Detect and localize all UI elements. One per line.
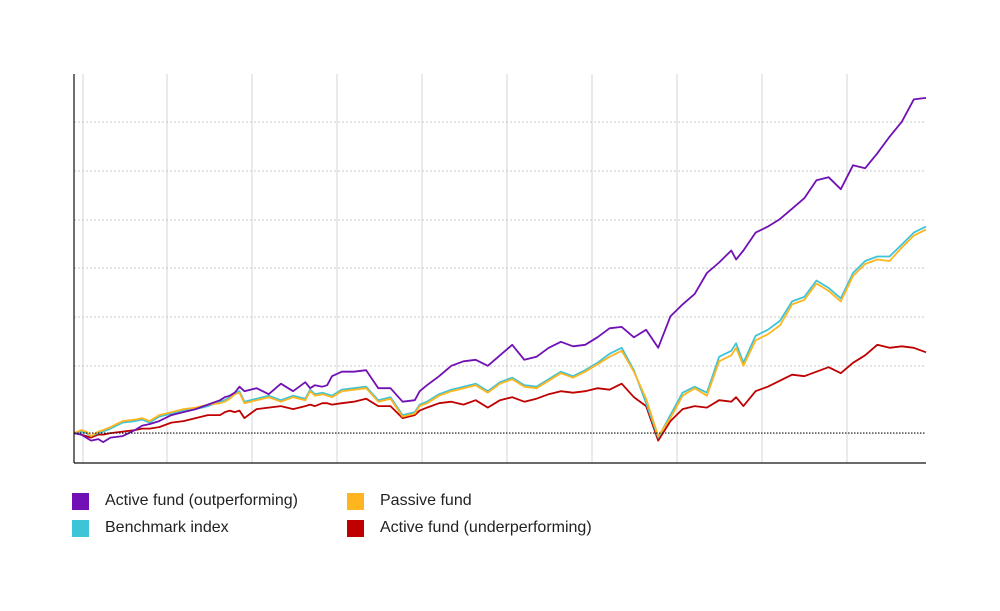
legend-label: Active fund (outperforming): [105, 492, 298, 509]
series-line: [73, 97, 927, 443]
legend-label: Passive fund: [380, 492, 472, 509]
legend-swatch-cyan: [72, 519, 89, 537]
series-line: [73, 228, 927, 437]
legend-swatch-purple: [72, 492, 89, 510]
series-line: [73, 343, 927, 442]
axes: [73, 74, 926, 464]
legend-label: Benchmark index: [105, 519, 229, 536]
legend-swatch-red: [347, 519, 364, 537]
legend-swatch-yellow: [347, 492, 364, 510]
gridlines: [74, 74, 926, 463]
series-lines: [73, 97, 927, 443]
legend-label: Active fund (underperforming): [380, 519, 592, 536]
legend-item-passive-fund: Passive fund: [347, 492, 472, 510]
legend-item-benchmark-index: Benchmark index: [72, 519, 229, 537]
legend-item-active-underperforming: Active fund (underperforming): [347, 519, 592, 537]
legend-item-active-outperforming: Active fund (outperforming): [72, 492, 298, 510]
legend: Active fund (outperforming) Benchmark in…: [72, 490, 772, 550]
